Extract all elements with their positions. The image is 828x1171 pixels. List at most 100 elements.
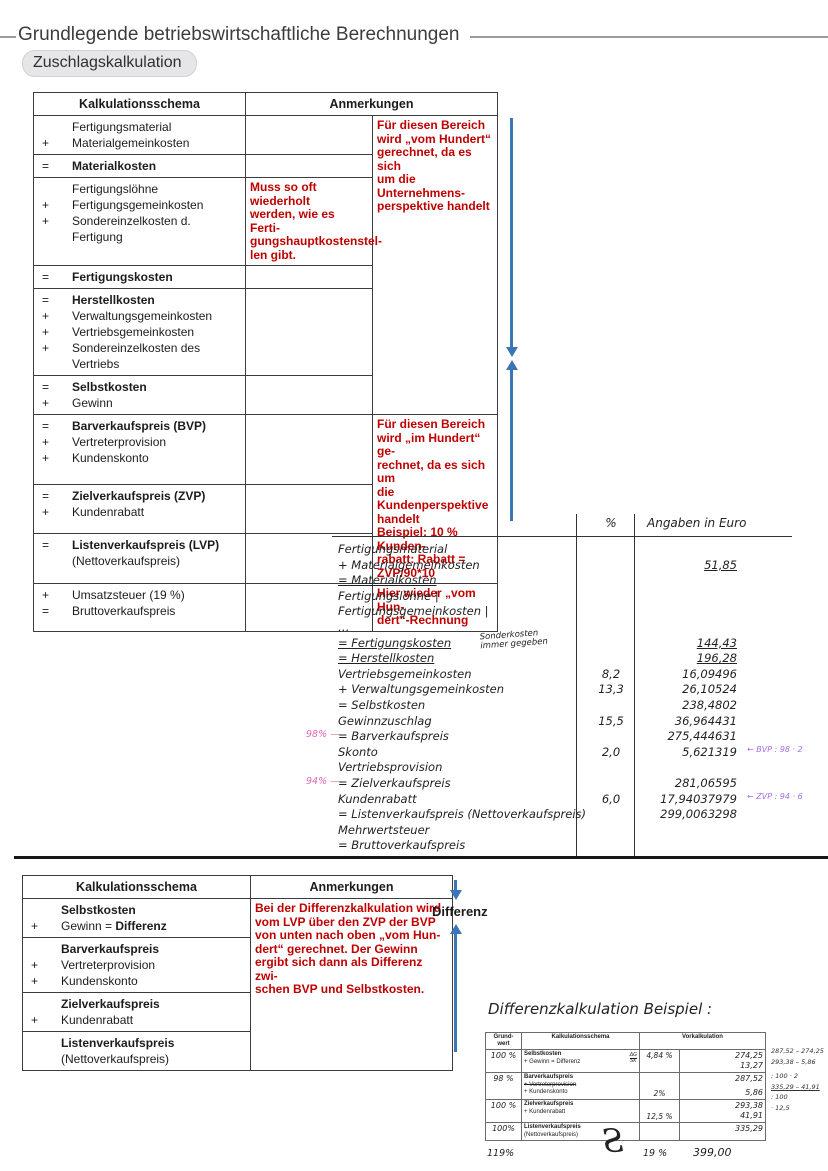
schema-cell: Fertigungslöhne + Fertigungsgemeinkosten … — [33, 177, 246, 266]
hand-row: Mehrwertsteuer — [332, 823, 828, 839]
hand-value: 293,38 — [735, 1101, 763, 1110]
margin-note: : 100 — [771, 1093, 788, 1101]
margin-note: : 100 · 2 — [771, 1072, 798, 1080]
schema-line: Listenverkaufspreis (LVP) — [72, 538, 220, 553]
col-header-schema: Kalkulationsschema — [33, 92, 246, 116]
table-row: = Selbstkosten + Gewinn — [33, 375, 498, 415]
sign — [27, 996, 61, 1012]
schema-line: Fertigungslöhne — [72, 182, 159, 196]
note-differenzkalkulation: Bei der Differenzkalkulation wird vom LV… — [255, 901, 442, 996]
hand-value: 41,91 — [740, 1111, 763, 1120]
sign — [38, 181, 72, 197]
hand-row: Fertigungsmaterial — [332, 542, 828, 558]
purple-annotation: ← BVP : 98 · 2 — [747, 744, 803, 754]
schema-cell: Listenverkaufspreis (Nettoverkaufspreis) — [22, 1031, 251, 1071]
table-row: 98 % Barverkaufspreis + Vertreterprovisi… — [485, 1072, 766, 1100]
hand-row: 98% — = Barverkaufspreis 275,444631 — [306, 729, 828, 745]
table-header-row: Kalkulationsschema Anmerkungen — [33, 92, 499, 116]
note-cell-wieder-vom-hundert: Hier wieder „vom Hun- dert“-Rechnung — [371, 583, 499, 632]
section-badge: Zuschlagskalkulation — [22, 50, 197, 77]
hand-values: 335,29 — [679, 1122, 766, 1141]
sign — [27, 902, 61, 918]
beispiel-heading: Differenzkalkulation Beispiel : — [488, 1000, 713, 1018]
schema-line: Zielverkaufspreis (ZVP) — [72, 488, 206, 503]
hand-row: Gewinnzuschlag 15,5 36,964431 — [332, 714, 828, 730]
diff-arrow-down-icon — [450, 890, 462, 900]
sign: = — [42, 488, 50, 503]
sign: = — [42, 538, 50, 553]
schema-line: Selbstkosten — [524, 1051, 562, 1057]
hand-value: 299,0063298 — [660, 807, 737, 822]
zuschlagskalkulation-table: Kalkulationsschema Anmerkungen Fertigung… — [33, 92, 499, 632]
schema-line: Selbstkosten — [72, 380, 147, 394]
hand-row: Skonto 2,0 5,621319 ← BVP : 98 · 2 — [332, 745, 828, 761]
grundwert-value: 100% — [485, 1122, 522, 1141]
hand-label: Vertriebsgemeinkosten — [338, 666, 472, 681]
note-cell-empty — [245, 265, 373, 289]
sign: + — [42, 588, 50, 602]
hand-row: = Bruttoverkaufspreis — [332, 838, 828, 854]
schema-line: Verwaltungsgemeinkosten — [72, 309, 213, 323]
arrow-up-line — [510, 369, 513, 521]
note-cell-empty — [245, 115, 373, 155]
margin-note: · 12,5 — [771, 1103, 790, 1112]
hand-value: 51,85 — [704, 557, 737, 572]
schema-line: Selbstkosten — [61, 903, 136, 917]
hand-label: Fertigungsmaterial — [338, 542, 448, 556]
schema-line: Materialgemeinkosten — [72, 136, 190, 150]
hand-label: Kundenrabatt — [338, 791, 417, 806]
hand-label: + Verwaltungsgemeinkosten — [338, 682, 505, 697]
table-row: = Fertigungskosten — [33, 265, 498, 289]
schema-line: Kundenrabatt — [72, 504, 145, 519]
page-title: Grundlegende betriebswirtschaftliche Ber… — [16, 24, 470, 46]
schema-line: Kundenskonto — [61, 974, 138, 988]
sign: = — [42, 604, 50, 618]
schema-line: + Gewinn = Differenz — [524, 1058, 581, 1065]
schema-cell: Selbstkosten + Gewinn = Differenz — [22, 898, 251, 938]
sign: + — [31, 1013, 39, 1027]
note-cell-empty — [245, 375, 373, 415]
note-im-hundert: Für diesen Bereich wird „im Hundert“ ge-… — [377, 417, 489, 580]
hand-label: = Zielverkaufspreis — [338, 775, 451, 790]
table-row: = Barverkaufspreis (BVP) + Vertreterprovis… — [33, 414, 499, 584]
schema-line: Kundenrabatt — [61, 1013, 134, 1027]
note-cell-empty — [245, 414, 373, 485]
differenzkalkulation-table: Kalkulationsschema Anmerkungen Selbstkos… — [22, 875, 453, 1071]
table-header-row: Kalkulationsschema Anmerkungen — [22, 875, 453, 899]
schema-line: Fertigungsgemeinkosten — [72, 198, 204, 212]
hand-percent: 6,0 — [601, 791, 621, 806]
hand-col-euro: Angaben in Euro — [647, 516, 747, 530]
schema-line: Listenverkaufspreis — [524, 1124, 581, 1130]
note-cell-im-hundert: Für diesen Bereich wird „im Hundert“ ge-… — [371, 414, 499, 584]
schema-line: Herstellkosten — [72, 293, 155, 307]
note-cell-empty — [245, 154, 373, 178]
col-header-grundwert: Grund- wert — [485, 1032, 522, 1050]
sign: + — [42, 309, 50, 323]
hand-value: 335,29 — [735, 1124, 763, 1133]
hand-value: 5,86 — [745, 1088, 763, 1097]
sign: + — [31, 958, 39, 972]
sign: + — [42, 504, 50, 519]
hand-value: 275,444631 — [667, 729, 737, 744]
arrow-down-line — [510, 118, 513, 348]
footer-value: 399,00 — [693, 1146, 732, 1159]
hand-label: = Listenverkaufspreis (Nettoverkaufsprei… — [338, 807, 586, 822]
hand-row: Kundenrabatt 6,0 17,94037979 ← ZVP : 94 · 6 — [332, 792, 828, 808]
margin-note: 335,29 – 41,91 — [771, 1082, 820, 1091]
fraction-bottom: SK — [630, 1058, 637, 1064]
hand-col-rule-left — [576, 514, 577, 856]
hand-row: = Selbstkosten 238,4802 — [332, 698, 828, 714]
hand-row: … — [332, 620, 828, 636]
hand-row: 94% — = Zielverkaufspreis 281,06595 — [306, 775, 828, 792]
schema-line: (Nettoverkaufspreis) — [61, 1052, 170, 1066]
schema-line: Umsatzsteuer (19 %) — [72, 588, 185, 602]
diff-arrow-up-icon — [450, 924, 462, 934]
pink-annotation: 98% — — [306, 729, 340, 741]
schema-line: Listenverkaufspreis — [61, 1036, 175, 1050]
note-wiederholt: Muss so oft wiederholt werden, wie es Fe… — [250, 180, 383, 262]
sign — [27, 1035, 61, 1051]
hand-row: Vertriebsgemeinkosten 8,2 16,09496 — [332, 667, 828, 683]
hand-row: Fertigungslöhne | — [332, 589, 828, 605]
note-vom-hundert: Für diesen Bereich wird „vom Hundert“ ge… — [377, 118, 492, 213]
